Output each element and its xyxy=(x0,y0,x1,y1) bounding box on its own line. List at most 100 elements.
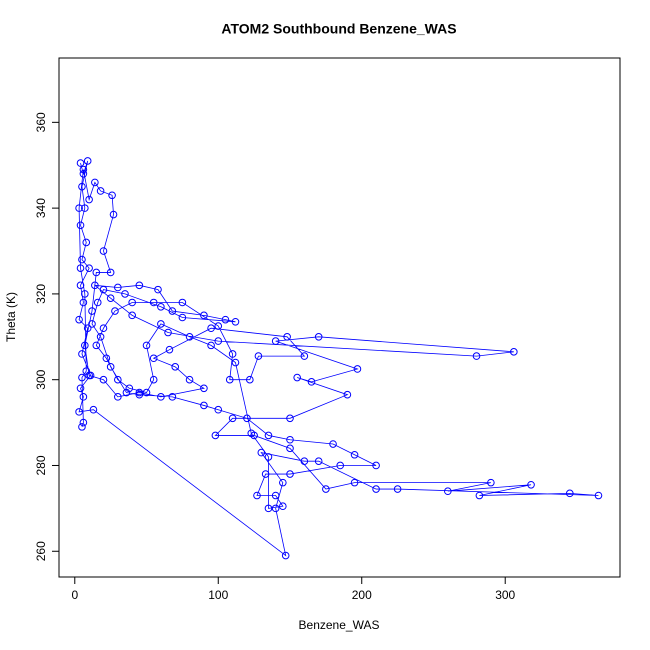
data-point xyxy=(314,333,323,341)
data-point xyxy=(78,350,86,358)
data-point xyxy=(225,375,234,384)
data-point xyxy=(81,341,89,350)
data-point xyxy=(102,354,111,363)
data-point xyxy=(228,414,237,423)
data-point xyxy=(85,264,93,272)
data-point xyxy=(149,375,158,384)
data-point xyxy=(76,159,85,167)
data-point xyxy=(281,551,290,560)
data-point xyxy=(185,333,194,341)
data-point xyxy=(76,281,85,290)
data-point xyxy=(114,283,122,292)
data-point xyxy=(472,352,481,360)
data-point xyxy=(264,431,273,440)
data-point xyxy=(106,363,115,371)
data-point xyxy=(99,247,108,255)
data-point xyxy=(444,487,452,496)
data-point xyxy=(264,504,273,513)
y-tick-label: 260 xyxy=(34,541,48,561)
data-point xyxy=(128,311,136,320)
data-point xyxy=(78,182,86,191)
data-point xyxy=(350,450,359,459)
data-point xyxy=(261,470,270,478)
y-tick-label: 320 xyxy=(34,284,48,304)
data-point xyxy=(214,322,223,330)
data-point xyxy=(79,298,88,307)
data-point xyxy=(322,485,330,493)
data-point xyxy=(343,390,352,399)
data-point xyxy=(79,165,88,174)
data-point xyxy=(211,431,220,440)
data-point xyxy=(89,405,98,414)
data-point xyxy=(207,324,215,333)
data-point xyxy=(510,348,518,356)
data-line xyxy=(78,160,599,557)
data-point xyxy=(279,478,287,487)
data-point xyxy=(475,491,484,500)
data-point xyxy=(78,423,86,431)
data-point xyxy=(82,238,91,247)
data-point xyxy=(178,313,187,322)
data-point xyxy=(114,375,122,384)
data-point xyxy=(293,373,301,382)
data-point xyxy=(99,285,108,294)
data-point xyxy=(254,352,263,360)
data-point xyxy=(271,504,280,513)
data-point xyxy=(83,157,92,165)
data-point xyxy=(286,435,294,444)
data-point xyxy=(286,470,294,478)
data-point xyxy=(200,311,208,320)
data-point xyxy=(149,298,158,307)
x-tick-label: 300 xyxy=(495,588,515,602)
data-point xyxy=(157,393,165,401)
y-axis-label: Theta (K) xyxy=(4,292,18,342)
data-point xyxy=(185,375,194,384)
data-point xyxy=(157,302,165,311)
data-point xyxy=(207,341,215,350)
data-point xyxy=(200,401,208,410)
data-point xyxy=(243,414,251,423)
data-point xyxy=(231,317,240,326)
data-point xyxy=(221,315,230,324)
data-point xyxy=(96,333,105,341)
data-point xyxy=(142,341,151,350)
data-point xyxy=(487,478,495,487)
data-point xyxy=(165,345,174,354)
x-tick-label: 0 xyxy=(71,588,78,602)
y-tick-label: 300 xyxy=(34,369,48,389)
data-point xyxy=(75,204,83,212)
data-point xyxy=(336,461,345,470)
data-point xyxy=(527,480,535,489)
data-point xyxy=(307,378,316,386)
data-point xyxy=(79,393,88,401)
data-point xyxy=(300,352,309,360)
data-point xyxy=(214,337,223,345)
data-point xyxy=(85,195,93,204)
y-tick-label: 360 xyxy=(34,112,48,132)
data-point xyxy=(279,502,287,511)
data-point xyxy=(393,485,402,493)
data-point xyxy=(168,393,177,401)
data-point xyxy=(157,320,165,328)
data-point xyxy=(264,453,273,461)
data-point xyxy=(286,444,294,453)
data-point xyxy=(78,373,86,382)
data-point xyxy=(96,187,105,195)
data-point xyxy=(76,384,85,393)
data-point xyxy=(88,307,96,315)
data-point xyxy=(164,328,172,337)
data-point xyxy=(81,204,89,212)
data-point xyxy=(594,491,603,500)
data-point xyxy=(171,363,180,371)
data-point xyxy=(247,429,256,438)
data-point xyxy=(92,268,101,277)
data-point xyxy=(372,485,380,493)
data-point xyxy=(214,405,223,414)
data-point xyxy=(142,388,151,397)
data-point xyxy=(329,440,337,448)
data-point xyxy=(75,408,83,416)
data-point xyxy=(106,294,115,302)
data-point xyxy=(353,365,362,373)
data-point xyxy=(76,221,85,230)
